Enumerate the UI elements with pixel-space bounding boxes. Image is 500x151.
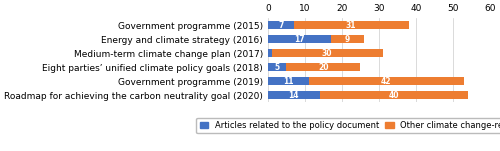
Bar: [268, 21, 294, 29]
Bar: [294, 21, 408, 29]
Text: 20: 20: [318, 63, 328, 72]
Text: 17: 17: [294, 35, 304, 43]
Bar: [268, 49, 272, 57]
Bar: [268, 35, 331, 43]
Bar: [308, 77, 464, 85]
Text: 40: 40: [388, 91, 399, 100]
Bar: [268, 91, 320, 99]
Bar: [331, 35, 364, 43]
Text: 9: 9: [345, 35, 350, 43]
Bar: [272, 49, 382, 57]
Bar: [268, 77, 308, 85]
Text: 5: 5: [274, 63, 280, 72]
Text: 14: 14: [288, 91, 299, 100]
Text: 30: 30: [322, 49, 332, 58]
Text: 7: 7: [278, 21, 283, 30]
Text: 31: 31: [346, 21, 356, 30]
Bar: [268, 63, 286, 71]
Legend: Articles related to the policy document, Other climate change-related articles: Articles related to the policy document,…: [196, 118, 500, 133]
Bar: [286, 63, 360, 71]
Text: 42: 42: [381, 77, 392, 86]
Bar: [320, 91, 468, 99]
Text: 11: 11: [283, 77, 294, 86]
